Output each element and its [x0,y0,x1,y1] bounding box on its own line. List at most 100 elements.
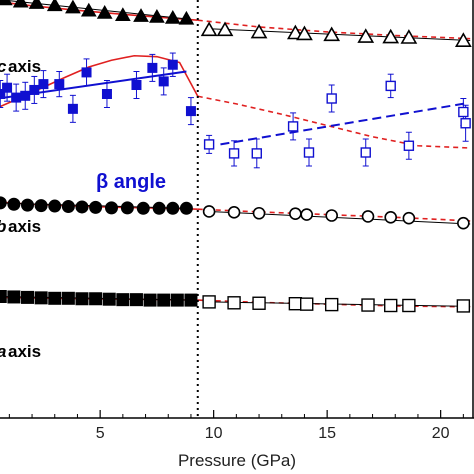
a_low-point [48,291,62,305]
a_low-point [34,291,48,305]
b_low-point [136,201,150,215]
c_high-point [382,28,400,44]
beta_low-point [29,84,40,95]
c_high-point [357,28,375,43]
x-tick-label: 20 [432,425,450,442]
a_high-point [202,295,216,309]
b_low-point [89,200,103,214]
beta_high-point [385,80,396,92]
x-ticks: 5 10 15 20 [8,410,464,442]
beta_low-point [167,59,178,70]
c_low-point [114,7,131,21]
beta_low-point [131,80,142,90]
b_low-point [34,199,48,213]
a_high-point [384,298,398,313]
beta_low-point [101,89,112,99]
a_high-point [288,297,303,311]
beta_high-point [403,140,415,151]
c_low-point [96,4,113,19]
c_high-point [454,32,472,47]
c_fit_high [209,28,471,41]
x-axis-label: Pressure (GPa) [178,451,296,470]
b_high-point [457,216,470,230]
b_low-point [166,201,180,215]
data-markers [0,0,472,313]
c_high-point [400,29,418,44]
beta_low-point [38,79,49,90]
a_low-point [21,290,35,304]
c_low-point [65,0,81,14]
b_low-point [179,201,193,215]
b_low-point [48,199,62,213]
c_low-point [164,9,181,24]
annotation-a-axis: axis [8,342,41,361]
beta_high-point [458,106,469,118]
a_low-point [129,293,143,307]
beta_low-point [185,106,196,117]
c_low-point [12,0,29,8]
beta_high-point [303,147,315,158]
a_high-point [300,297,314,311]
beta_low-point [11,92,22,103]
annotation-b-axis: axis [8,217,41,236]
c_low-point [133,8,149,22]
b_low-point [152,201,166,215]
x-tick-label: 10 [205,425,223,442]
a_low-point [170,293,184,307]
c_high-point [250,23,268,39]
b_high-point [252,206,266,220]
a_low-point [102,292,116,306]
annotation-beta-angle: β angle [96,171,166,193]
beta_low-point [2,82,13,93]
c_high-point [323,26,341,42]
c_low-point [0,0,13,6]
a_low-point [7,290,21,304]
beta_model-dashed [197,95,471,149]
c_low-point [46,0,63,12]
b_low-point [0,196,7,210]
beta_high-point [287,121,299,132]
beta_low-point [0,89,6,99]
c_high-point [296,25,313,41]
a_low-point [184,293,198,307]
annotation-a-partial: a [0,342,6,361]
beta_high-point [326,93,337,104]
b_high-point [384,211,398,224]
c_low-point [149,9,165,23]
a_high-point [402,298,416,313]
x-tick-label: 5 [96,425,105,442]
annotation-c-partial: c [0,57,7,76]
a_low-point [157,293,171,307]
beta_low-point [147,62,158,73]
a_high-point [456,299,471,313]
c_low-point [28,0,45,9]
c_low-point [80,2,97,17]
beta_low-point [20,90,31,101]
beta_high-point [460,118,471,129]
b_high-point [289,207,302,220]
a_low-point [89,292,103,306]
beta_low-point [158,76,169,87]
a_low-point [61,291,75,305]
b_high-point [325,209,338,222]
beta_high-point [251,148,262,159]
a_high-point [324,297,339,312]
beta_low-point [54,79,65,90]
b_high-point [300,208,314,221]
c_model-dashed [197,19,471,40]
b_high-point [361,210,375,223]
beta_low-point [81,67,92,78]
b_low-point [75,200,89,214]
a_high-point [252,296,266,310]
a_low-point [116,293,130,307]
a_low-point [143,293,157,307]
b_low-point [7,197,21,211]
c_low-point [178,10,195,25]
x-tick-label: 15 [318,425,336,442]
b_low-point [120,201,134,215]
beta_low-point [67,103,78,114]
b_low-point [21,198,35,212]
beta_high-point [360,147,371,158]
